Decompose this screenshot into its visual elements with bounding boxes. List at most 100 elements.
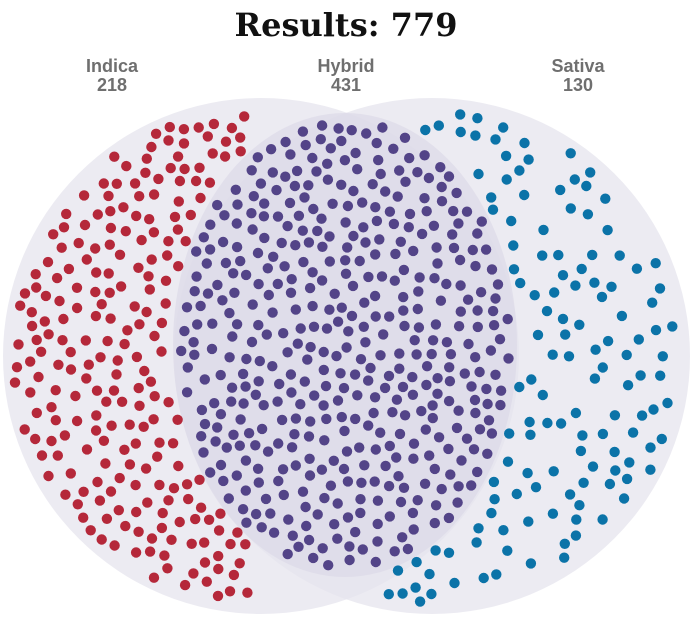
hybrid-dot (356, 477, 367, 488)
sativa-dot (559, 552, 570, 563)
hybrid-dot (248, 191, 259, 202)
hybrid-dot (205, 467, 216, 478)
hybrid-dot (461, 206, 473, 217)
indica-dot (83, 359, 95, 370)
hybrid-dot (472, 321, 483, 333)
hybrid-dot (408, 453, 419, 464)
hybrid-dot (218, 475, 229, 487)
sativa-dot (606, 281, 617, 292)
hybrid-dot (429, 517, 440, 529)
indica-dot (239, 111, 250, 122)
indica-dot (159, 550, 170, 561)
indica-dot (141, 153, 152, 164)
hybrid-dot (472, 228, 483, 239)
indica-dot (156, 346, 167, 357)
indica-dot (43, 470, 54, 482)
hybrid-dot (435, 162, 446, 173)
hybrid-dot (342, 476, 354, 487)
hybrid-dot (258, 400, 269, 411)
sativa-dot (565, 203, 576, 214)
hybrid-dot (329, 519, 340, 530)
hybrid-dot (308, 203, 319, 215)
hybrid-dot (448, 205, 459, 217)
indica-dot (190, 513, 201, 525)
hybrid-dot (316, 464, 328, 475)
indica-dot (43, 329, 54, 340)
hybrid-dot (397, 532, 408, 543)
indica-dot (120, 226, 131, 237)
sativa-dot (662, 397, 673, 409)
hybrid-dot (272, 396, 283, 407)
hybrid-dot (297, 486, 309, 497)
sativa-dot (576, 263, 587, 275)
hybrid-dot (476, 216, 487, 227)
hybrid-dot (432, 258, 443, 269)
indica-dot (144, 546, 156, 557)
hybrid-dot (445, 349, 457, 360)
indica-dot (142, 497, 153, 508)
hybrid-dot (444, 362, 455, 373)
indica-dot (172, 151, 184, 162)
hybrid-dot (303, 237, 315, 248)
indica-dot (163, 135, 174, 146)
hybrid-dot (312, 509, 323, 520)
sativa-dot (624, 457, 635, 468)
indica-dot (148, 189, 160, 200)
hybrid-dot (363, 420, 374, 431)
indica-dot (146, 141, 157, 153)
indica-dot (156, 522, 168, 534)
hybrid-dot (455, 280, 466, 291)
hybrid-dot (258, 211, 270, 222)
hybrid-count: 431 (330, 75, 362, 95)
hybrid-dot (278, 489, 289, 501)
hybrid-dot (475, 287, 487, 298)
indica-dot (129, 178, 141, 189)
hybrid-dot (250, 389, 261, 400)
hybrid-dot (419, 150, 430, 161)
sativa-dot (470, 130, 481, 141)
indica-dot (101, 396, 112, 407)
sativa-dot (526, 374, 537, 385)
hybrid-dot (342, 512, 354, 523)
category-label-sativa: Sativa 130 (508, 57, 648, 95)
hybrid-dot (387, 407, 398, 418)
hybrid-dot (335, 368, 346, 379)
hybrid-dot (228, 268, 239, 279)
sativa-dot (522, 467, 533, 479)
hybrid-dot (297, 225, 308, 236)
hybrid-dot (182, 362, 193, 373)
indica-dot (51, 272, 63, 284)
sativa-dot (514, 381, 525, 393)
indica-dot (53, 359, 64, 370)
sativa-dot (602, 224, 613, 236)
sativa-dot (414, 596, 426, 607)
hybrid-dot (316, 120, 328, 131)
sativa-dot (635, 370, 646, 381)
hybrid-dot (285, 369, 297, 380)
indica-dot (129, 301, 140, 312)
indica-dot (143, 271, 154, 282)
sativa-dot (600, 193, 611, 204)
hybrid-dot (393, 471, 404, 482)
sativa-dot (621, 473, 633, 485)
sativa-dot (530, 482, 542, 493)
hybrid-dot (354, 255, 365, 267)
indica-dot (173, 196, 184, 207)
hybrid-dot (421, 206, 432, 217)
hybrid-dot (420, 424, 431, 435)
hybrid-dot (445, 469, 456, 480)
hybrid-dot (339, 425, 350, 437)
sativa-dot (581, 180, 592, 192)
indica-dot (54, 295, 65, 307)
indica-dot (90, 243, 101, 254)
hybrid-dot (336, 302, 347, 313)
hybrid-dot (367, 179, 378, 190)
hybrid-dot (447, 229, 458, 240)
hybrid-dot (436, 181, 447, 193)
sativa-dot (577, 430, 588, 441)
hybrid-dot (399, 132, 411, 143)
hybrid-dot (355, 494, 366, 505)
indica-dot (98, 178, 110, 189)
hybrid-dot (262, 263, 273, 274)
indica-dot (92, 209, 104, 220)
